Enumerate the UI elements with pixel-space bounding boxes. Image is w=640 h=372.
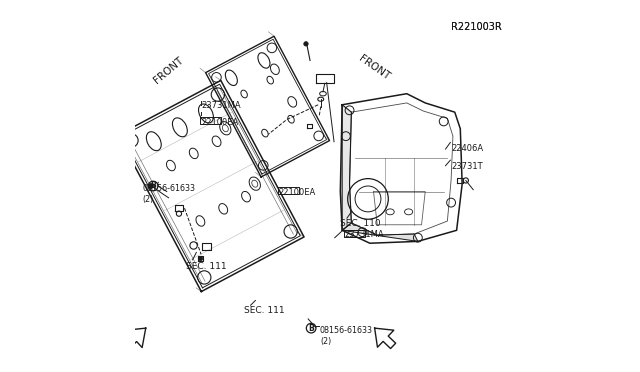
- Text: SEC. 110: SEC. 110: [340, 219, 381, 228]
- Polygon shape: [342, 105, 351, 230]
- Text: 23731T: 23731T: [451, 162, 483, 171]
- Text: 22406A: 22406A: [451, 144, 483, 153]
- Text: B: B: [150, 182, 156, 190]
- Text: SEC. 111: SEC. 111: [186, 262, 227, 271]
- Text: 23731MA: 23731MA: [201, 101, 241, 110]
- Text: FRONT: FRONT: [152, 55, 186, 85]
- Text: 08156-61633
(2): 08156-61633 (2): [143, 184, 196, 203]
- Text: 23731MA: 23731MA: [345, 230, 385, 239]
- Text: R221003R: R221003R: [451, 22, 502, 32]
- Circle shape: [148, 183, 154, 189]
- Circle shape: [304, 42, 308, 46]
- Text: FRONT: FRONT: [357, 53, 392, 81]
- Polygon shape: [124, 328, 146, 349]
- Text: SEC. 111: SEC. 111: [244, 306, 285, 315]
- Circle shape: [198, 256, 203, 261]
- Text: B: B: [308, 324, 314, 333]
- Text: 22100EA: 22100EA: [278, 188, 316, 197]
- Polygon shape: [342, 223, 418, 241]
- Polygon shape: [374, 328, 396, 349]
- Text: 22100EA: 22100EA: [201, 118, 238, 127]
- Text: R221003R: R221003R: [451, 22, 502, 32]
- Text: 08156-61633
(2): 08156-61633 (2): [320, 326, 373, 346]
